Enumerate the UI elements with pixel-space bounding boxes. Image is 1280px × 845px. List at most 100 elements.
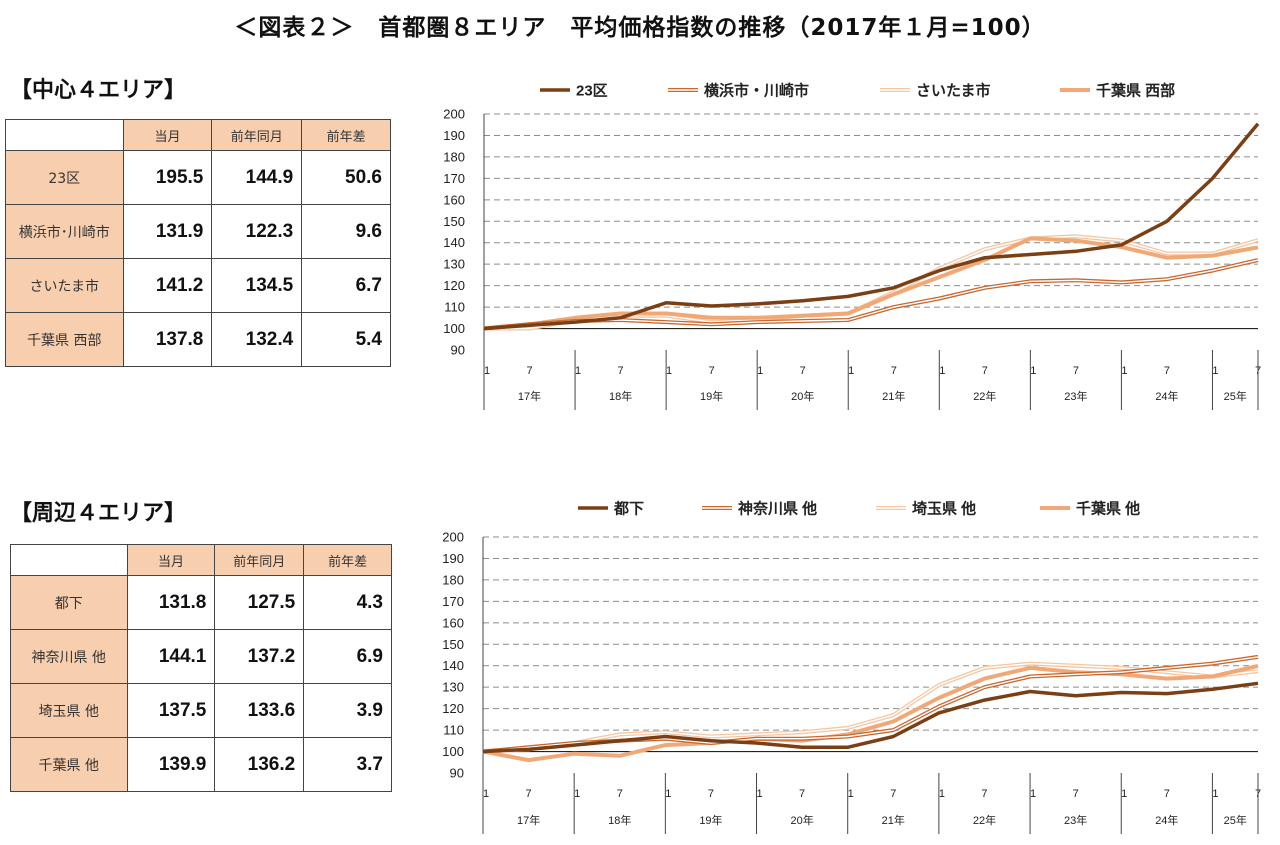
- cell-current: 141.2: [122, 258, 213, 313]
- x-year-label: 20年: [790, 813, 813, 827]
- legend-item: さいたま市: [880, 82, 991, 100]
- legend-label: さいたま市: [916, 82, 991, 100]
- x-month-tick-label: 7: [800, 365, 806, 377]
- table-row: 千葉県 西部 137.8 132.4 5.4: [5, 312, 391, 367]
- row-label: 23区: [5, 150, 124, 205]
- y-tick-label: 160: [443, 192, 465, 207]
- x-month-tick-label: 7: [526, 788, 532, 800]
- page-title: ＜図表２＞ 首都圏８エリア 平均価格指数の推移（2017年１月=100）: [234, 15, 1046, 41]
- x-month-tick-label: 7: [1164, 365, 1170, 377]
- x-month-tick-label: 1: [1212, 788, 1218, 800]
- x-year-label: 22年: [973, 389, 996, 403]
- x-month-tick-label: 1: [939, 788, 945, 800]
- x-month-tick-label: 7: [981, 788, 987, 800]
- x-month-tick-label: 7: [799, 788, 805, 800]
- cell-diff: 5.4: [301, 312, 391, 367]
- y-tick-label: 120: [442, 701, 464, 716]
- legend-label: 都下: [613, 501, 644, 518]
- x-year-label: 20年: [791, 389, 814, 403]
- cell-diff: 50.6: [301, 150, 391, 205]
- y-tick-label: 90: [451, 343, 465, 358]
- y-tick-label: 200: [443, 107, 465, 122]
- table-row: 都下 131.8 127.5 4.3: [10, 575, 392, 630]
- x-month-tick-label: 1: [756, 788, 762, 800]
- x-month-tick-label: 1: [1121, 788, 1127, 800]
- x-year-label: 17年: [517, 813, 540, 827]
- x-month-tick-label: 1: [574, 788, 580, 800]
- legend-item: 神奈川県 他: [702, 500, 817, 518]
- cell-prev-year: 144.9: [211, 150, 303, 205]
- x-month-tick-label: 1: [666, 365, 672, 377]
- legend-label: 23区: [576, 83, 608, 100]
- cell-current: 144.1: [126, 629, 216, 684]
- x-year-label: 25年: [1224, 389, 1247, 403]
- y-tick-label: 170: [442, 594, 464, 609]
- x-month-tick-label: 1: [848, 365, 854, 377]
- cell-diff: 3.9: [303, 683, 392, 738]
- row-label: 横浜市･川崎市: [5, 204, 124, 259]
- series-line-path: [482, 681, 1259, 754]
- x-month-tick-label: 1: [1030, 788, 1036, 800]
- x-month-tick-label: 1: [483, 788, 489, 800]
- cell-prev-year: 134.5: [211, 258, 303, 313]
- x-year-label: 24年: [1155, 389, 1178, 403]
- y-tick-label: 110: [444, 300, 465, 315]
- x-year-label: 23年: [1064, 389, 1087, 403]
- central-section-heading: 【中心４エリア】: [10, 78, 187, 103]
- y-tick-label: 100: [442, 744, 464, 759]
- x-year-label: 24年: [1155, 813, 1178, 827]
- y-tick-label: 200: [442, 530, 464, 545]
- series-line: [482, 681, 1259, 754]
- y-tick-label: 190: [442, 551, 464, 566]
- legend-label: 神奈川県 他: [738, 500, 817, 518]
- x-year-label: 17年: [518, 389, 541, 403]
- column-header-prev-year: 前年同月: [214, 544, 305, 576]
- cell-prev-year: 136.2: [214, 737, 305, 792]
- column-header-current: 当月: [122, 119, 213, 151]
- y-tick-label: 150: [443, 214, 465, 229]
- x-month-tick-label: 1: [848, 788, 854, 800]
- row-label: 千葉県 西部: [5, 312, 124, 367]
- row-label: 神奈川県 他: [10, 629, 128, 684]
- y-tick-label: 140: [442, 658, 464, 673]
- y-tick-label: 180: [442, 572, 464, 587]
- x-year-label: 21年: [882, 389, 905, 403]
- row-label: さいたま市: [5, 258, 124, 313]
- peripheral-table: 当月 前年同月 前年差 都下 131.8 127.5 4.3 神奈川県 他 14…: [10, 544, 392, 792]
- y-tick-label: 160: [442, 615, 464, 630]
- table-row: 千葉県 他 139.9 136.2 3.7: [10, 737, 392, 792]
- x-month-tick-label: 1: [757, 365, 763, 377]
- x-month-tick-label: 7: [708, 788, 714, 800]
- x-month-tick-label: 1: [484, 365, 490, 377]
- x-month-tick-label: 1: [1030, 365, 1036, 377]
- y-tick-label: 170: [443, 171, 465, 186]
- x-month-tick-label: 7: [526, 365, 532, 377]
- x-year-label: 19年: [700, 389, 723, 403]
- x-month-tick-label: 7: [617, 788, 623, 800]
- table-row: 神奈川県 他 144.1 137.2 6.9: [10, 629, 392, 684]
- peripheral-section-heading: 【周辺４エリア】: [10, 501, 187, 526]
- x-month-tick-label: 1: [939, 365, 945, 377]
- cell-diff: 3.7: [303, 737, 392, 792]
- x-month-tick-label: 1: [1212, 365, 1218, 377]
- row-label: 千葉県 他: [10, 737, 128, 792]
- table-row: さいたま市 141.2 134.5 6.7: [5, 258, 391, 313]
- cell-current: 139.9: [126, 737, 216, 792]
- cell-diff: 6.7: [301, 258, 391, 313]
- y-tick-label: 120: [443, 278, 465, 293]
- cell-prev-year: 137.2: [214, 629, 305, 684]
- x-month-tick-label: 7: [891, 365, 897, 377]
- legend-label: 横浜市・川崎市: [704, 82, 809, 100]
- y-tick-label: 150: [442, 637, 464, 652]
- x-month-tick-label: 7: [1164, 788, 1170, 800]
- cell-prev-year: 122.3: [211, 204, 303, 259]
- table-header-row: 当月 前年同月 前年差: [5, 119, 391, 151]
- series-line: [482, 663, 1259, 763]
- x-year-label: 21年: [882, 813, 905, 827]
- row-label: 都下: [10, 575, 128, 630]
- table-corner-cell: [10, 544, 128, 576]
- cell-current: 137.8: [122, 312, 213, 367]
- legend-item: 23区: [540, 83, 608, 100]
- y-tick-label: 130: [443, 257, 465, 272]
